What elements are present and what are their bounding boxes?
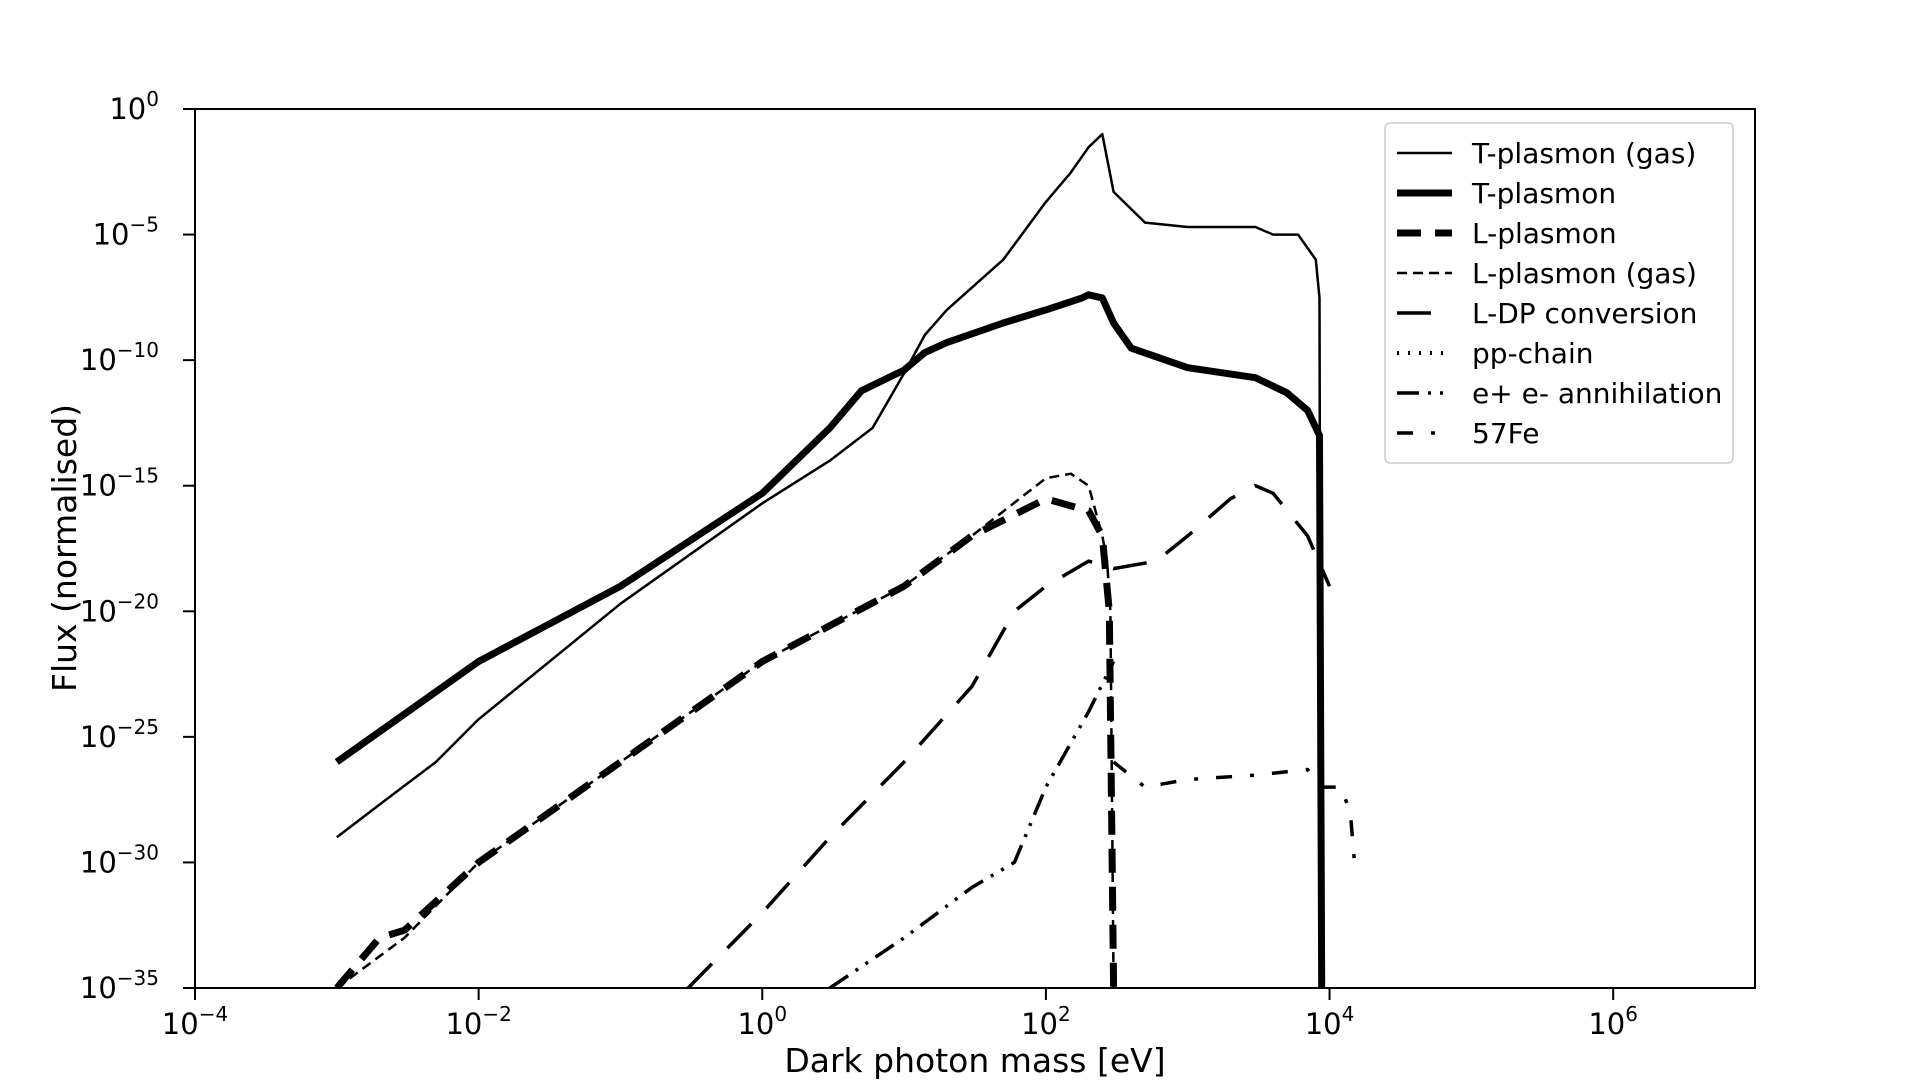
series-line-5 [686, 483, 1332, 988]
legend-label: L-plasmon [1472, 217, 1617, 250]
legend-label: T-plasmon [1471, 177, 1616, 210]
series-layer [334, 132, 1357, 988]
legend-label: e+ e- annihilation [1472, 377, 1722, 410]
tick-label: 102 [1021, 1002, 1071, 1041]
x-axis-label: Dark photon mass [eV] [784, 1041, 1165, 1080]
legend-label: T-plasmon (gas) [1471, 137, 1696, 170]
legend-box [1384, 122, 1734, 464]
tick-label: 10−4 [162, 1002, 228, 1041]
tick-label: 10−5 [93, 213, 159, 252]
legend: T-plasmon (gas) T-plasmon L-plasmon L-plasm… [1384, 122, 1734, 464]
series-line-7 [828, 660, 1116, 988]
series-line-1 [336, 132, 1323, 988]
legend-label: 57Fe [1472, 417, 1539, 450]
tick-label: 10−25 [80, 715, 159, 754]
tick-label: 10−10 [80, 338, 159, 377]
series-line-8 [1112, 760, 1357, 863]
tick-label: 10−30 [80, 840, 159, 879]
x-axis-ticks: 10−4 10−2 100 102 104 106 [162, 988, 1638, 1041]
tick-label: 104 [1305, 1002, 1355, 1041]
tick-label: 10−35 [80, 966, 159, 1005]
y-axis-ticks: 100 10−5 10−10 10−15 10−20 10−25 10−30 10−35 [80, 87, 195, 1005]
y-axis-label: Flux (normalised) [45, 404, 84, 692]
plot-frame [194, 108, 1756, 989]
legend-label: L-DP conversion [1472, 297, 1697, 330]
tick-label: 100 [737, 1002, 787, 1041]
tick-label: 10−20 [80, 589, 159, 628]
series-line-3 [334, 495, 1118, 988]
tick-label: 10−2 [445, 1002, 511, 1041]
tick-label: 100 [109, 87, 159, 126]
tick-label: 106 [1588, 1002, 1638, 1041]
tick-label: 10−15 [80, 464, 159, 503]
legend-label: pp-chain [1472, 337, 1593, 370]
series-line-4 [336, 472, 1115, 988]
series-line-2 [334, 291, 1326, 988]
legend-label: L-plasmon (gas) [1472, 257, 1697, 290]
